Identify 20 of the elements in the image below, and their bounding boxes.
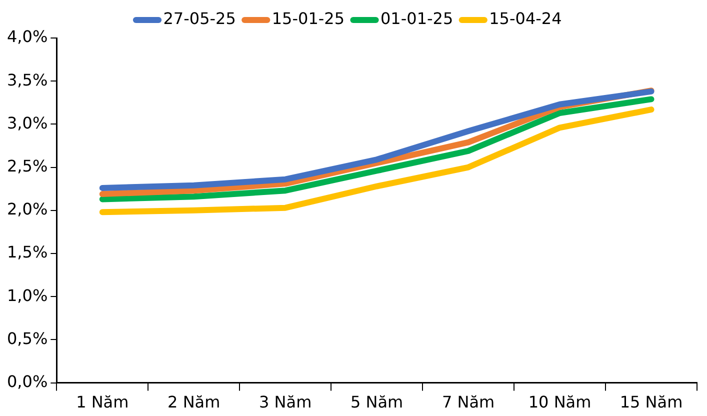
y-tick-label: 4,0% [6, 27, 48, 46]
x-tick-label: 15 Năm [620, 392, 683, 412]
x-tick-label: 1 Năm [76, 392, 129, 412]
legend-label: 15-04-24 [489, 9, 562, 28]
y-tick-label: 1,5% [6, 242, 48, 262]
y-tick-label: 2,0% [6, 200, 48, 219]
legend-label: 15-01-25 [272, 9, 344, 28]
x-tick-label: 7 Năm [442, 392, 495, 412]
x-tick-label: 3 Năm [259, 392, 312, 412]
legend-label: 27-05-25 [163, 9, 236, 28]
y-tick-label: 2,5% [6, 156, 48, 176]
x-tick-label: 5 Năm [350, 392, 404, 412]
y-tick-label: 0,0% [6, 372, 48, 391]
y-tick-label: 1,0% [6, 286, 48, 305]
x-tick-label: 2 Năm [168, 392, 220, 412]
y-tick-label: 0,5% [6, 328, 48, 348]
legend-label: 01-01-25 [380, 9, 454, 28]
y-tick-label: 3,0% [6, 113, 48, 132]
y-tick-label: 3,5% [6, 70, 48, 90]
x-tick-label: 10 Năm [528, 392, 592, 412]
